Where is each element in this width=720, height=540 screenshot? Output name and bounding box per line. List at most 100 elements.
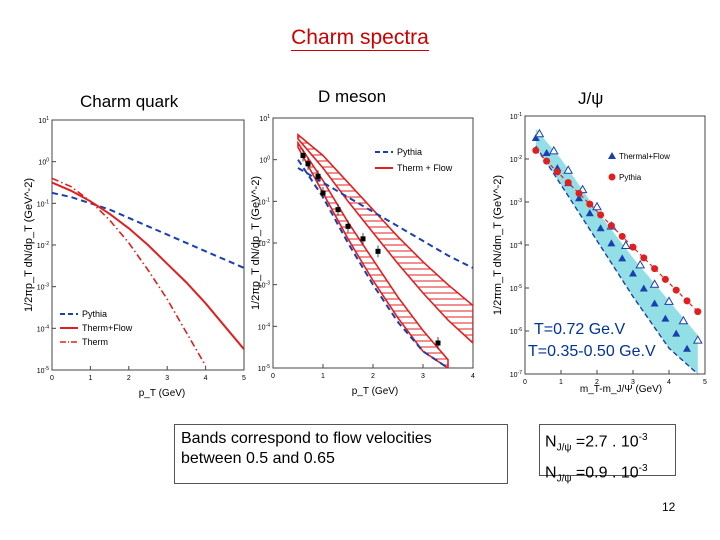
pythia-point [597, 211, 605, 219]
y-tick-label: 101 [259, 114, 270, 123]
thermal-flow-open-point [678, 315, 689, 325]
panel-title-charm-quark: Charm quark [80, 92, 179, 111]
thermal-flow-guide-line [535, 145, 699, 374]
n-value-line1: NJ/ψ =2.7 . 10-3 [545, 432, 648, 454]
temperature-label-1: T=0.72 Ge.V [534, 321, 626, 338]
y-tick-label: 100 [38, 158, 49, 167]
y-tick-label: 10-3 [510, 198, 522, 207]
x-tick-label: 3 [631, 379, 635, 386]
slide-title: Charm spectra [291, 26, 429, 51]
thermal-flow-open-point [620, 240, 631, 249]
thermal-flow-point [575, 194, 583, 202]
pythia-point [651, 265, 659, 273]
chart-d-meson: 1/2πp_T dN/dp_T (GeV^-2) p_T (GeV) 10110… [250, 114, 475, 397]
pythia-point [553, 168, 561, 176]
page-number: 12 [662, 500, 676, 514]
thermal-flow-open-point [548, 145, 559, 155]
pythia-point [694, 308, 702, 316]
thermal-flow-point [629, 269, 637, 277]
x-tick-label: 2 [595, 379, 599, 386]
temperature-label-2: T=0.35-0.50 Ge.V [528, 343, 656, 360]
y-tick-label: 10-6 [510, 327, 522, 336]
data-point [345, 223, 351, 229]
x-tick-label: 5 [242, 375, 246, 382]
pythia-point [586, 200, 594, 208]
y-axis-label: 1/2πp_T dN/dp_T (GeV^-2) [23, 178, 35, 312]
legend-label-therm: Therm [82, 337, 108, 347]
legend: Pythia Therm+Flow Therm [60, 309, 133, 347]
x-tick-label: 3 [165, 375, 169, 382]
y-tick-label: 10-7 [510, 370, 522, 379]
y-tick-label: 10-4 [510, 241, 522, 250]
x-tick-label: 0 [271, 373, 275, 380]
data-point [335, 207, 341, 213]
pythia-point [543, 157, 551, 165]
thermal-flow-point [661, 314, 670, 322]
thermal-flow-point [542, 149, 551, 157]
data-point [300, 153, 306, 158]
series-line-therm [52, 177, 207, 367]
pythia-point [564, 179, 572, 187]
y-tick-label: 10-5 [510, 284, 522, 293]
y-tick-label: 10-4 [258, 322, 270, 331]
y-axis-label: 1/2πp_T dN/dp_T (GeV^-2) [250, 176, 262, 310]
thermal-flow-point [531, 134, 540, 141]
pythia-point [618, 232, 626, 240]
x-tick-label: 3 [421, 373, 425, 380]
pythia-point [575, 189, 583, 197]
thermal-flow-open-point [692, 335, 703, 344]
bands-note-line1: Bands correspond to flow velocities [181, 430, 432, 447]
n-value-line2: NJ/ψ =0.9 . 10-3 [545, 462, 648, 485]
y-tick-label: 10-2 [258, 239, 270, 248]
therm-flow-band-2 [297, 140, 449, 368]
n-values-box: NJ/ψ =2.7 . 10-3 NJ/ψ =0.9 . 10-3 [539, 424, 676, 484]
plot-area [297, 132, 473, 368]
y-axis-label: 1/2πm_T dN/dm_T (GeV^-2) [492, 175, 504, 315]
y-tick-label: 10-2 [510, 155, 522, 164]
data-point [435, 340, 441, 346]
pythia-point [629, 243, 637, 251]
thermal-flow-point [585, 209, 594, 217]
x-axis-label: m_T-m_J/Ψ (GeV) [580, 384, 662, 395]
y-tick-label: 10-1 [258, 197, 270, 206]
y-tick-label: 100 [259, 156, 270, 165]
y-tick-label: 10-1 [510, 112, 522, 121]
y-tick-label: 10-4 [37, 324, 49, 333]
y-tick-label: 10-2 [37, 241, 49, 250]
x-tick-label: 4 [667, 379, 671, 386]
x-tick-label: 1 [88, 375, 92, 382]
x-tick-label: 0 [50, 375, 54, 382]
thermal-flow-point [683, 344, 691, 352]
x-axis-label: p_T (GeV) [352, 386, 399, 397]
y-tick-label: 10-1 [37, 199, 49, 208]
data-point [315, 173, 321, 179]
therm-flow-band-1 [297, 132, 473, 345]
pythia-point [672, 286, 680, 294]
pythia-point [607, 222, 615, 230]
bands-note-line2: between 0.5 and 0.65 [181, 450, 335, 467]
thermal-flow-open-point [635, 259, 646, 269]
y-tick-label: 10-3 [37, 283, 49, 292]
chart-jpsi: 1/2πm_T dN/dm_T (GeV^-2) m_T-m_J/Ψ (GeV)… [492, 112, 707, 395]
thermal-flow-point [639, 284, 648, 292]
legend-label-pythia: Pythia [82, 309, 107, 319]
x-tick-label: 5 [703, 379, 707, 386]
pythia-point [661, 275, 669, 283]
x-axis-label: p_T (GeV) [139, 388, 186, 399]
legend-label-pythia: Pythia [619, 173, 642, 182]
x-tick-label: 2 [127, 375, 131, 382]
legend: Pythia Therm + Flow [375, 147, 453, 173]
x-tick-label: 1 [321, 373, 325, 380]
data-point [375, 248, 381, 254]
legend-label-therm-flow: Therm + Flow [397, 163, 453, 173]
y-tick-label: 10-5 [37, 366, 49, 375]
legend: Thermal+Flow Pythia [608, 152, 670, 182]
legend-label-therm-flow: Therm+Flow [82, 323, 133, 333]
panel-title-jpsi: J/ψ [578, 89, 604, 108]
thermal-flow-point [672, 329, 681, 337]
thermal-flow-open-point [534, 128, 545, 138]
thermal-flow-point [607, 239, 616, 247]
pythia-guide-line [535, 149, 699, 313]
x-tick-label: 4 [204, 375, 208, 382]
thermal-flow-open-point [664, 296, 674, 305]
